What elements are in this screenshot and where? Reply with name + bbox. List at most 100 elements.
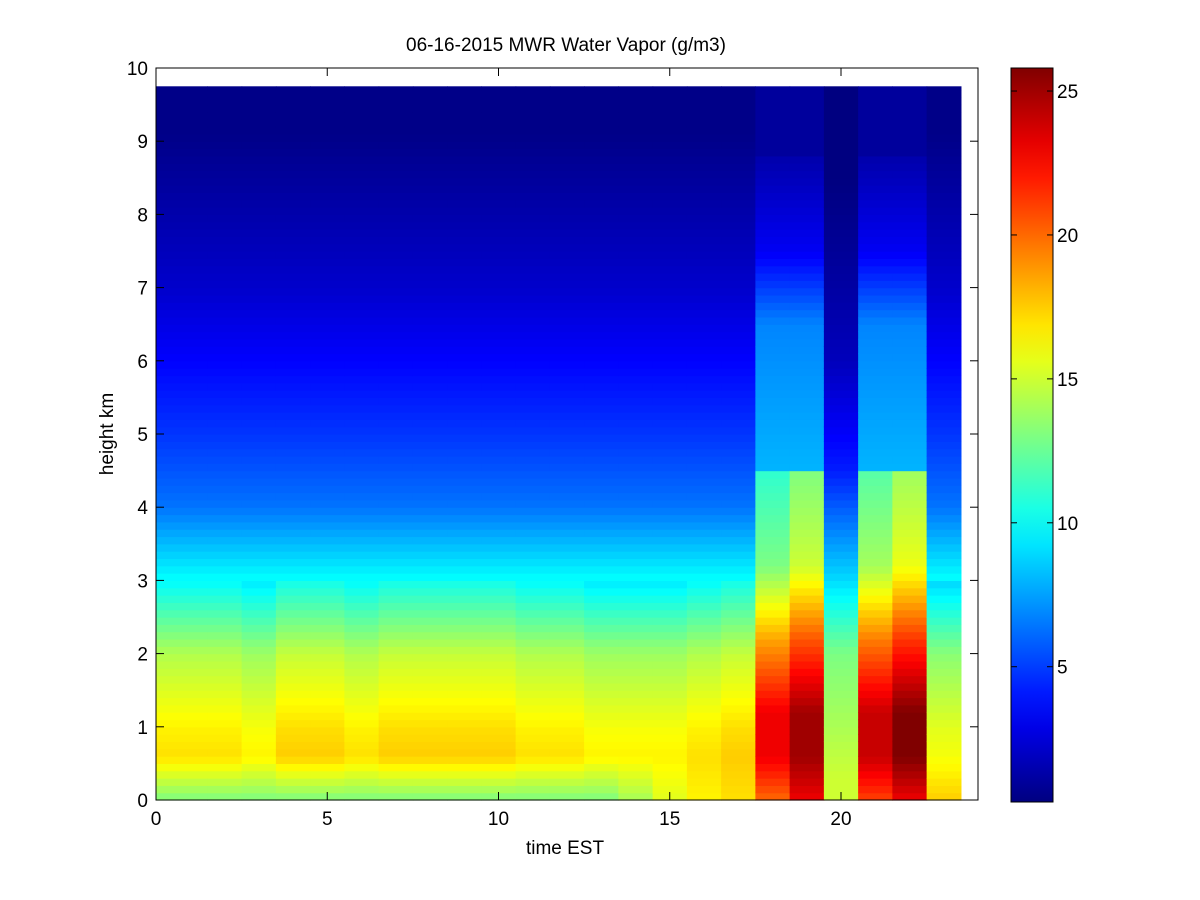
- heatmap-cell: [892, 682, 928, 691]
- heatmap-cell: [515, 192, 551, 201]
- heatmap-cell: [721, 426, 756, 435]
- heatmap-cell: [275, 477, 311, 486]
- heatmap-cell: [447, 126, 482, 135]
- heatmap-cell: [755, 741, 791, 750]
- heatmap-cell: [481, 404, 517, 413]
- heatmap-cell: [755, 756, 791, 764]
- heatmap-cell: [207, 258, 243, 267]
- heatmap-cell: [926, 624, 962, 633]
- heatmap-cell: [378, 646, 414, 655]
- heatmap-cell: [823, 719, 859, 728]
- heatmap-cell: [447, 536, 482, 545]
- heatmap-cell: [584, 89, 619, 98]
- heatmap-cell: [412, 551, 448, 560]
- heatmap-cell: [156, 302, 208, 311]
- heatmap-cell: [686, 741, 722, 750]
- heatmap-cell: [310, 104, 345, 113]
- heatmap-cell: [686, 251, 722, 259]
- heatmap-cell: [652, 587, 688, 596]
- heatmap-cell: [515, 477, 551, 486]
- heatmap-cell: [275, 734, 311, 743]
- heatmap-cell: [207, 778, 243, 786]
- heatmap-cell: [892, 741, 928, 750]
- colorbar: [1010, 67, 1054, 803]
- heatmap-cell: [412, 602, 448, 611]
- heatmap-cell: [789, 521, 825, 530]
- heatmap-cell: [310, 316, 345, 325]
- heatmap-cell: [412, 646, 448, 655]
- heatmap-cell: [549, 551, 585, 560]
- heatmap-cell: [241, 309, 277, 318]
- heatmap-cell: [618, 331, 654, 340]
- heatmap-cell: [584, 375, 619, 384]
- heatmap-cell: [755, 280, 791, 289]
- heatmap-cell: [481, 170, 517, 179]
- heatmap-cell: [481, 346, 517, 355]
- heatmap-cell: [721, 221, 756, 230]
- heatmap-cell: [412, 690, 448, 699]
- heatmap-cell: [618, 412, 654, 420]
- heatmap-cell: [275, 748, 311, 757]
- heatmap-cell: [310, 587, 345, 596]
- heatmap-cell: [584, 573, 619, 581]
- heatmap-cell: [481, 265, 517, 274]
- heatmap-cell: [378, 785, 414, 794]
- heatmap-cell: [823, 785, 859, 794]
- heatmap-cell: [926, 521, 962, 530]
- heatmap-cell: [378, 536, 414, 545]
- heatmap-cell: [789, 573, 825, 581]
- heatmap-cell: [515, 741, 551, 750]
- heatmap-cell: [447, 521, 482, 530]
- heatmap-cell: [156, 192, 208, 201]
- heatmap-cell: [344, 675, 380, 684]
- heatmap-cell: [926, 86, 962, 91]
- heatmap-cell: [310, 763, 345, 772]
- heatmap-cell: [823, 602, 859, 611]
- heatmap-cell: [618, 280, 654, 289]
- heatmap-cell: [310, 119, 345, 128]
- heatmap-cell: [344, 390, 380, 398]
- heatmap-cell: [344, 148, 380, 157]
- heatmap-cell: [926, 382, 962, 391]
- heatmap-cell: [823, 338, 859, 347]
- heatmap-cell: [652, 397, 688, 406]
- heatmap-cell: [378, 726, 414, 735]
- heatmap-cell: [378, 397, 414, 406]
- heatmap-cell: [310, 778, 345, 786]
- heatmap-cell: [207, 316, 243, 325]
- heatmap-cell: [515, 185, 551, 194]
- heatmap-cell: [652, 97, 688, 106]
- heatmap-cell: [755, 89, 791, 98]
- heatmap-cell: [858, 89, 893, 98]
- heatmap-cell: [858, 243, 893, 252]
- heatmap-cell: [823, 631, 859, 640]
- heatmap-cell: [584, 712, 619, 721]
- heatmap-cell: [378, 294, 414, 303]
- heatmap-cell: [823, 207, 859, 215]
- heatmap-cell: [686, 587, 722, 596]
- heatmap-cell: [926, 492, 962, 501]
- heatmap-cell: [858, 631, 893, 640]
- heatmap-cell: [344, 426, 380, 435]
- heatmap-cell: [156, 412, 208, 420]
- heatmap-cell: [378, 697, 414, 706]
- heatmap-cell: [481, 785, 517, 794]
- heatmap-cell: [207, 690, 243, 699]
- heatmap-cell: [618, 111, 654, 120]
- heatmap-cell: [721, 148, 756, 157]
- heatmap-cell: [549, 763, 585, 772]
- heatmap-cell: [344, 258, 380, 267]
- heatmap-cell: [344, 646, 380, 655]
- heatmap-cell: [156, 353, 208, 362]
- heatmap-cell: [584, 412, 619, 420]
- heatmap-cell: [652, 133, 688, 142]
- heatmap-cell: [378, 316, 414, 325]
- heatmap-cell: [584, 111, 619, 120]
- heatmap-cell: [481, 499, 517, 508]
- heatmap-cell: [378, 448, 414, 457]
- heatmap-cell: [721, 141, 756, 150]
- heatmap-cell: [584, 646, 619, 655]
- heatmap-cell: [515, 646, 551, 655]
- heatmap-cell: [686, 529, 722, 538]
- heatmap-cell: [412, 287, 448, 296]
